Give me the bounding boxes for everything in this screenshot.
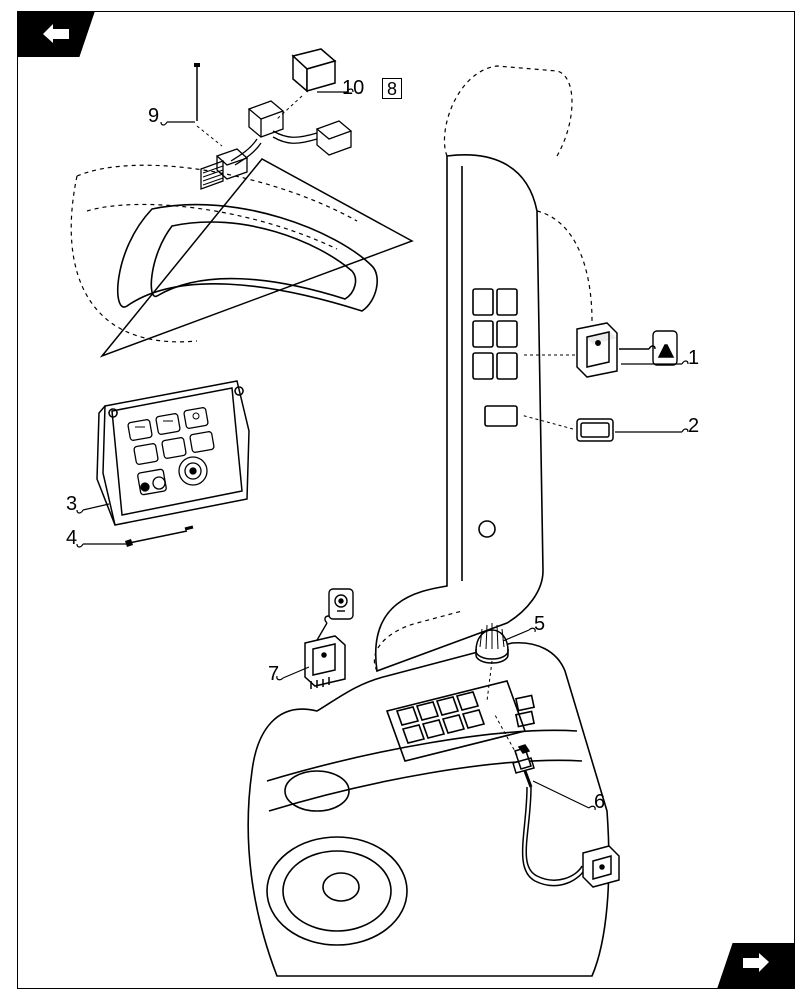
callout-8-boxed: 8 (382, 78, 402, 99)
back-arrow-icon (39, 19, 73, 50)
callout-7: 7 (268, 664, 279, 684)
forward-arrow-icon (739, 951, 773, 982)
callout-9: 9 (148, 106, 159, 126)
callout-3: 3 (66, 494, 77, 514)
callout-5: 5 (534, 614, 545, 634)
diagram-frame (17, 11, 795, 989)
callout-6: 6 (594, 792, 605, 812)
callout-1: 1 (688, 348, 699, 368)
callout-4: 4 (66, 528, 77, 548)
callout-2: 2 (688, 416, 699, 436)
callout-10: 10 (342, 78, 364, 98)
